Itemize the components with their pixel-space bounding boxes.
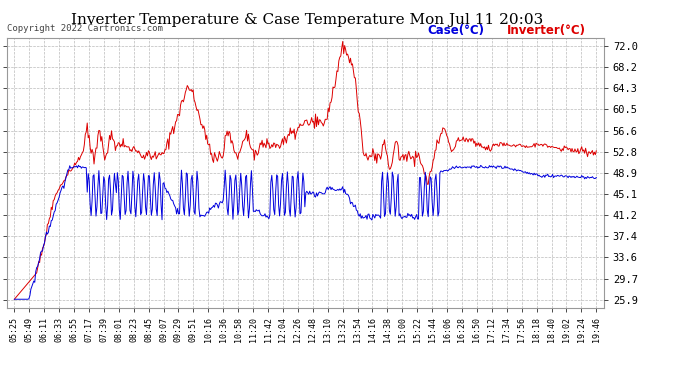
Text: Inverter Temperature & Case Temperature Mon Jul 11 20:03: Inverter Temperature & Case Temperature … bbox=[71, 13, 543, 27]
Text: Inverter(°C): Inverter(°C) bbox=[507, 24, 586, 38]
Text: Copyright 2022 Cartronics.com: Copyright 2022 Cartronics.com bbox=[7, 24, 163, 33]
Text: Case(°C): Case(°C) bbox=[428, 24, 485, 38]
